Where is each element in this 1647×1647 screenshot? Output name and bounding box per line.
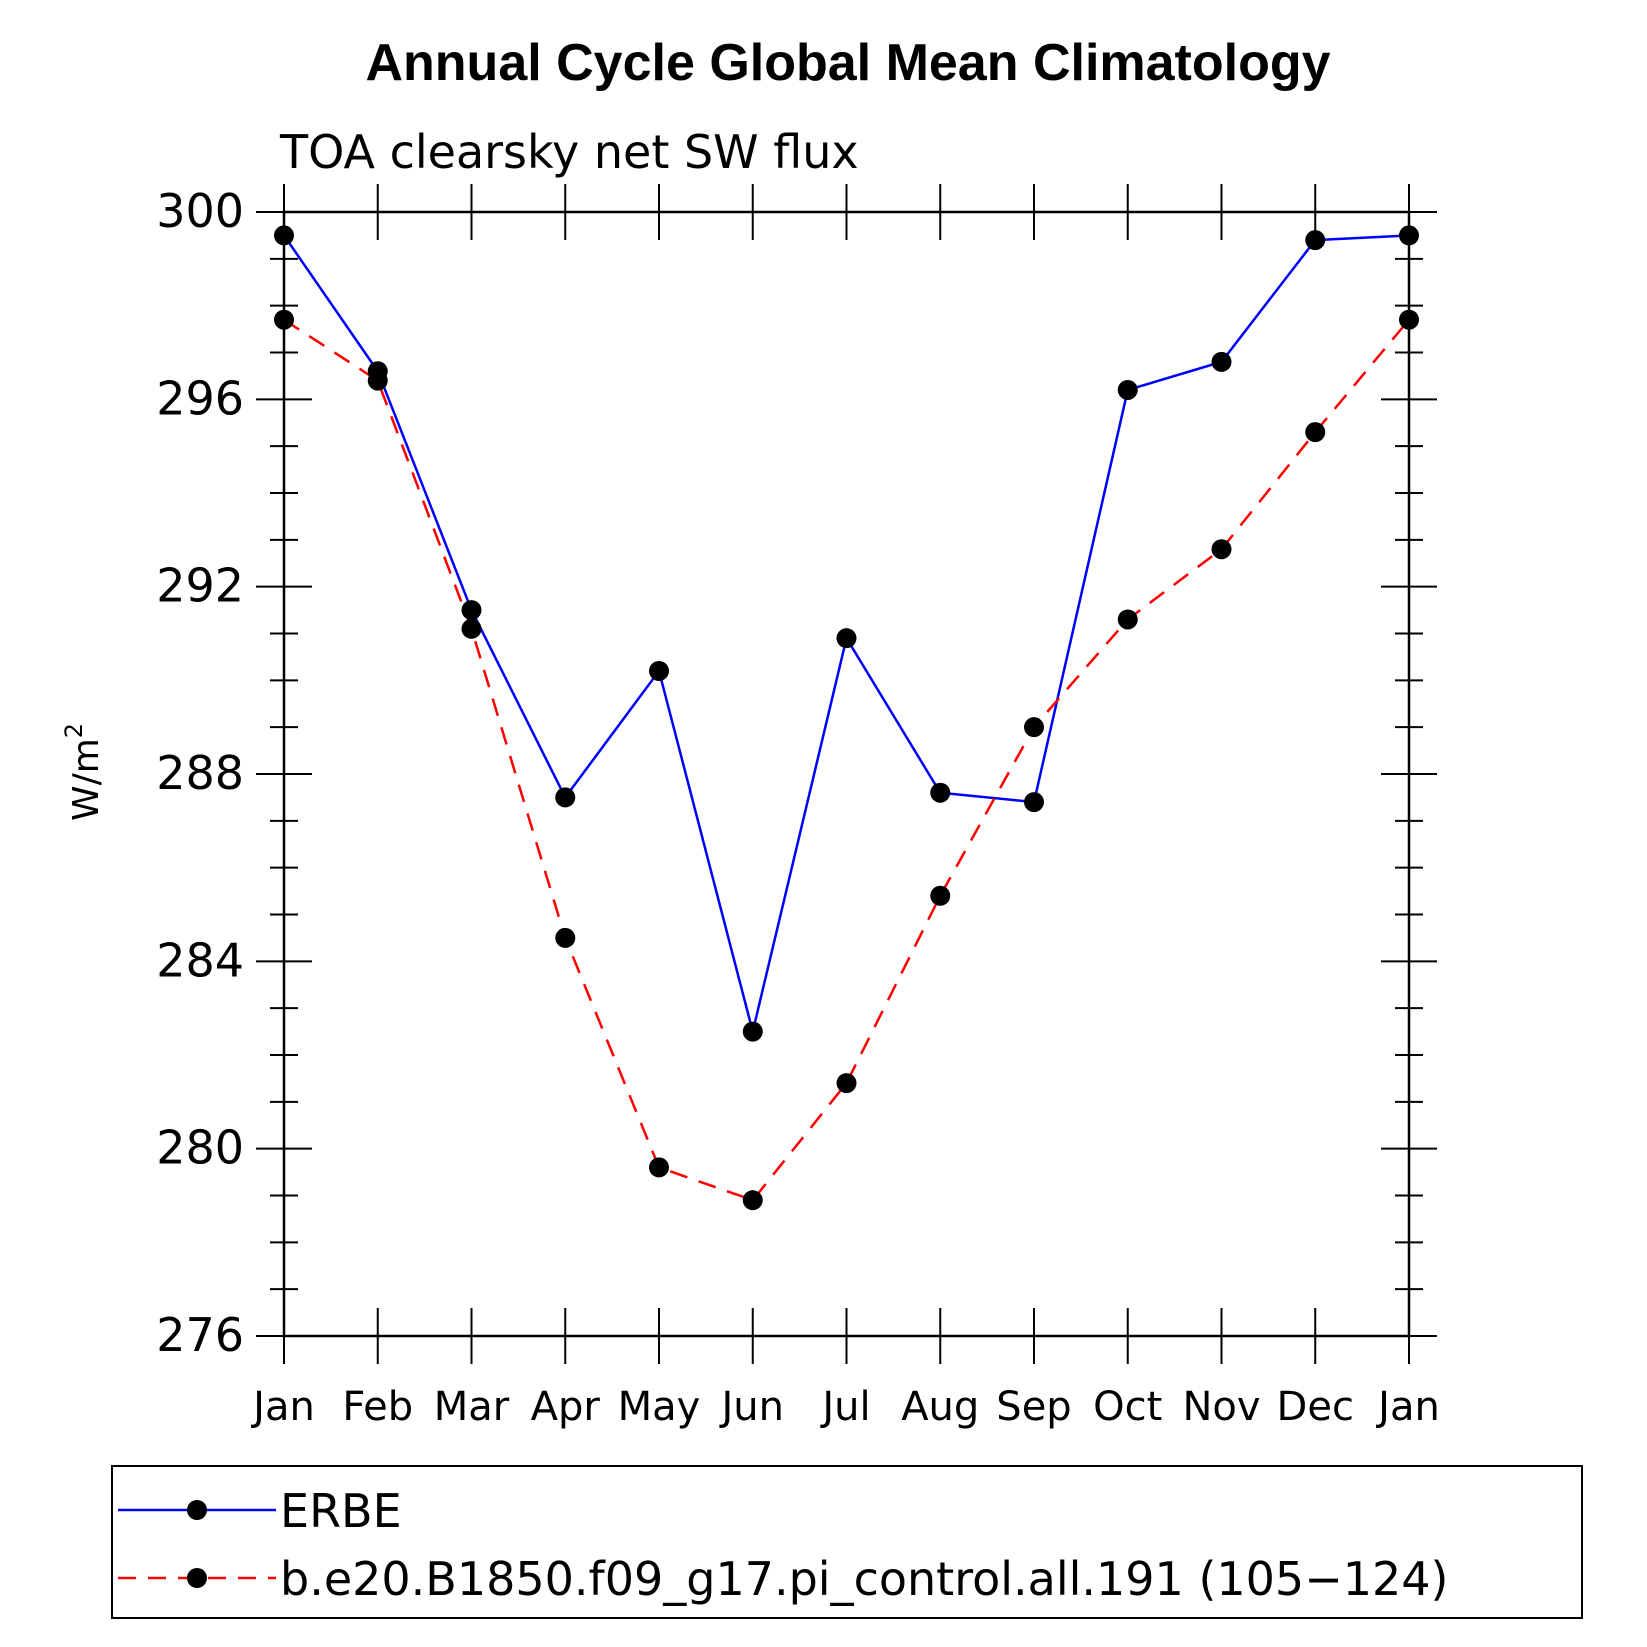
y-tick-label: 296 <box>156 371 244 425</box>
x-tick-label: Feb <box>342 1384 413 1430</box>
data-point-s0-5 <box>742 1021 763 1042</box>
y-tick-label: 284 <box>156 933 244 987</box>
x-tick-label: Aug <box>901 1384 979 1430</box>
y-tick-label: 276 <box>156 1308 244 1362</box>
plot-frame <box>282 210 1411 1338</box>
data-point-s0-7 <box>930 782 951 803</box>
data-point-s1-6 <box>836 1073 857 1094</box>
data-point-s0-0 <box>274 225 294 246</box>
y-axis-label: W/m <box>66 738 107 821</box>
x-tick-label: Jan <box>1375 1384 1440 1430</box>
x-tick-label: Jun <box>719 1384 785 1430</box>
data-point-s1-0 <box>274 309 294 330</box>
data-point-s1-12 <box>1399 309 1419 330</box>
data-point-s1-1 <box>367 370 388 391</box>
data-point-s1-9 <box>1117 609 1138 630</box>
y-tick-label: 292 <box>156 559 244 613</box>
data-point-s0-3 <box>555 787 576 808</box>
legend-box <box>111 1465 1583 1619</box>
y-tick-label: 288 <box>156 746 244 800</box>
legend-label-erbe: ERBE <box>280 1484 402 1538</box>
data-point-s0-11 <box>1305 230 1326 251</box>
y-axis-label-superscript: 2 <box>60 723 88 738</box>
data-point-s0-6 <box>836 628 857 649</box>
legend-marker-model <box>187 1568 207 1588</box>
data-point-s1-8 <box>1024 717 1044 738</box>
x-tick-label: May <box>618 1384 701 1430</box>
series-line-1 <box>283 318 1410 1202</box>
data-point-s0-12 <box>1399 225 1419 246</box>
data-point-s1-2 <box>461 618 482 639</box>
y-tick-labels: 276 280 284 288 292 296 300 <box>156 184 244 1362</box>
data-point-s1-11 <box>1305 422 1326 443</box>
x-tick-label: Apr <box>531 1384 601 1430</box>
data-point-s0-8 <box>1024 792 1044 813</box>
x-tick-label: Mar <box>434 1384 510 1430</box>
data-point-s1-4 <box>649 1157 669 1178</box>
data-point-s1-3 <box>555 927 576 948</box>
series-lines <box>282 234 1410 1202</box>
chart-subtitle: TOA clearsky net SW flux <box>279 125 859 179</box>
y-tick-label: 300 <box>156 184 244 238</box>
x-tick-label: Nov <box>1182 1384 1260 1430</box>
x-tick-label: Dec <box>1277 1384 1354 1430</box>
chart-title: Annual Cycle Global Mean Climatology <box>365 34 1330 92</box>
data-point-s0-10 <box>1211 351 1232 372</box>
data-point-s0-9 <box>1117 379 1138 400</box>
legend-label-model: b.e20.B1850.f09_g17.pi_control.all.191 (… <box>280 1552 1449 1606</box>
y-tick-label: 280 <box>156 1121 244 1175</box>
x-tick-labels: Jan Feb Mar Apr May Jun Jul Aug Sep Oct Nov Dec Jan <box>250 1384 1440 1430</box>
data-point-s1-5 <box>742 1190 763 1211</box>
axes <box>256 184 1437 1364</box>
x-tick-label: Jul <box>819 1384 870 1430</box>
svg-text:W/m2: W/m2 <box>60 723 107 821</box>
series-markers <box>274 225 1419 1211</box>
x-tick-label: Sep <box>996 1384 1071 1430</box>
data-point-s1-7 <box>930 885 951 906</box>
legend: ERBE b.e20.B1850.f09_g17.pi_control.all.… <box>111 1465 1583 1619</box>
y-axis-title: W/m2 <box>60 723 107 821</box>
legend-marker-erbe <box>187 1500 207 1520</box>
data-point-s0-2 <box>461 600 482 621</box>
x-tick-label: Oct <box>1093 1384 1162 1430</box>
x-tick-label: Jan <box>250 1384 315 1430</box>
data-point-s0-4 <box>649 660 669 681</box>
data-point-s1-10 <box>1211 539 1232 560</box>
